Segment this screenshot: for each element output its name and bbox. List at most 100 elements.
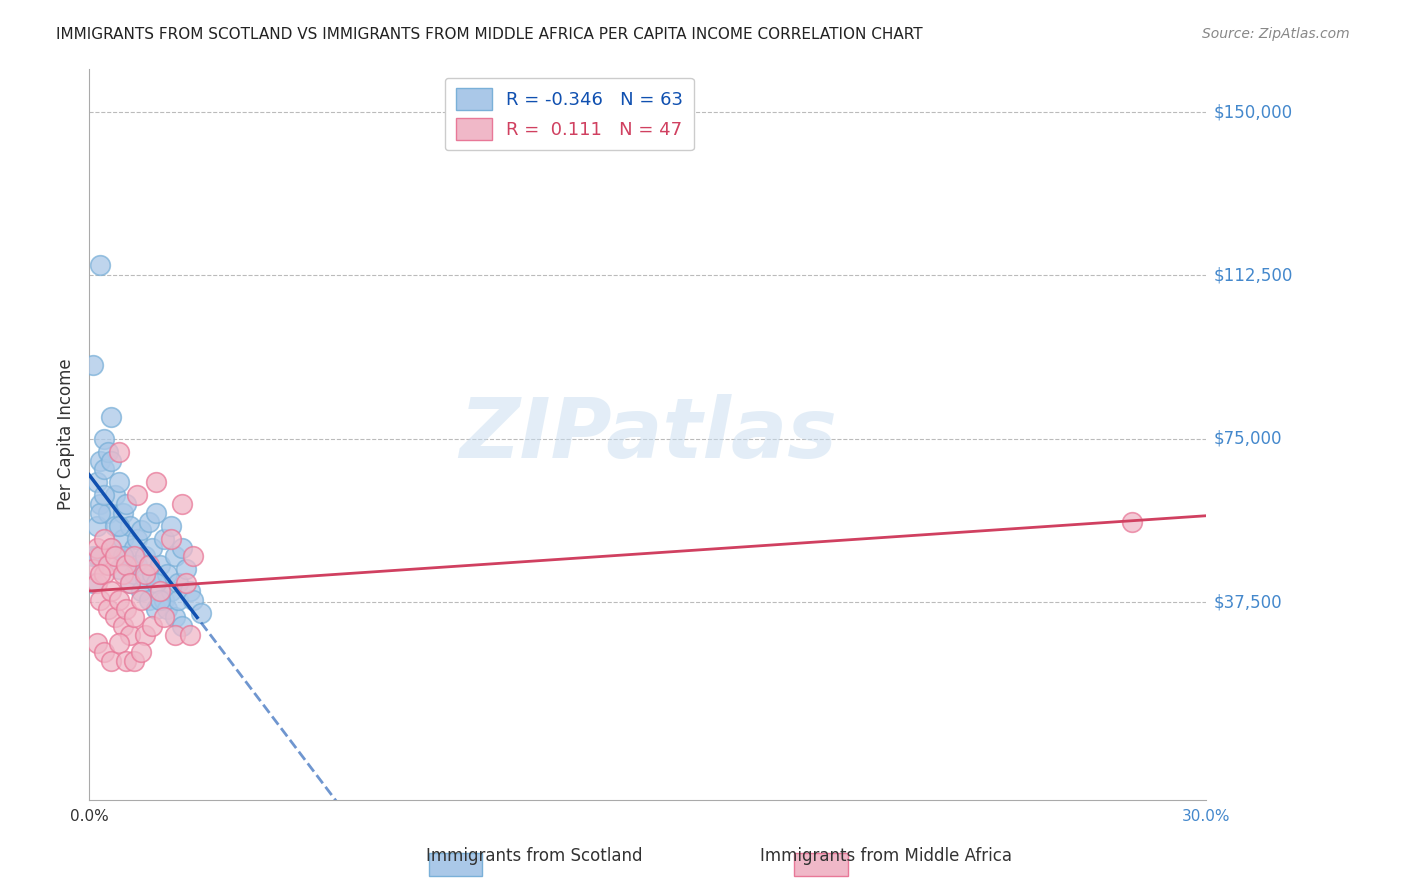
- Point: [122, 566, 145, 581]
- Point: [179, 584, 201, 599]
- Point: [167, 593, 190, 607]
- Point: [122, 549, 145, 564]
- Point: [86, 475, 108, 490]
- Point: [160, 584, 183, 599]
- Point: [108, 593, 131, 607]
- Point: [104, 549, 127, 564]
- Point: [149, 593, 172, 607]
- Point: [152, 610, 174, 624]
- Point: [89, 566, 111, 581]
- Point: [134, 571, 156, 585]
- Point: [129, 645, 152, 659]
- Text: IMMIGRANTS FROM SCOTLAND VS IMMIGRANTS FROM MIDDLE AFRICA PER CAPITA INCOME CORR: IMMIGRANTS FROM SCOTLAND VS IMMIGRANTS F…: [56, 27, 922, 42]
- Point: [172, 619, 194, 633]
- Legend: R = -0.346   N = 63, R =  0.111   N = 47: R = -0.346 N = 63, R = 0.111 N = 47: [444, 78, 695, 151]
- Point: [149, 584, 172, 599]
- Point: [89, 593, 111, 607]
- Text: $37,500: $37,500: [1213, 593, 1282, 611]
- Point: [89, 497, 111, 511]
- Point: [86, 519, 108, 533]
- Text: ZIPatlas: ZIPatlas: [458, 394, 837, 475]
- Point: [118, 519, 141, 533]
- Point: [108, 562, 131, 576]
- Point: [111, 532, 134, 546]
- Point: [115, 654, 138, 668]
- Point: [134, 628, 156, 642]
- Point: [163, 610, 186, 624]
- Point: [97, 558, 120, 573]
- Point: [97, 445, 120, 459]
- Point: [141, 566, 163, 581]
- Point: [100, 541, 122, 555]
- Point: [1121, 515, 1143, 529]
- Point: [138, 558, 160, 573]
- Point: [86, 575, 108, 590]
- Point: [93, 532, 115, 546]
- Point: [100, 453, 122, 467]
- Text: $112,500: $112,500: [1213, 267, 1292, 285]
- Point: [111, 619, 134, 633]
- Point: [89, 549, 111, 564]
- Point: [152, 593, 174, 607]
- Point: [93, 488, 115, 502]
- Point: [134, 566, 156, 581]
- Point: [174, 575, 197, 590]
- Point: [93, 462, 115, 476]
- Point: [82, 358, 104, 372]
- Point: [122, 541, 145, 555]
- Point: [122, 610, 145, 624]
- Point: [141, 619, 163, 633]
- Text: Source: ZipAtlas.com: Source: ZipAtlas.com: [1202, 27, 1350, 41]
- Point: [82, 562, 104, 576]
- Text: 30.0%: 30.0%: [1182, 809, 1230, 824]
- Point: [97, 506, 120, 520]
- Point: [108, 475, 131, 490]
- Text: Immigrants from Middle Africa: Immigrants from Middle Africa: [759, 847, 1012, 865]
- Point: [82, 575, 104, 590]
- Point: [118, 575, 141, 590]
- Point: [129, 523, 152, 537]
- Point: [190, 606, 212, 620]
- Y-axis label: Per Capita Income: Per Capita Income: [58, 359, 75, 510]
- Point: [111, 506, 134, 520]
- Point: [156, 601, 179, 615]
- Point: [100, 409, 122, 424]
- Point: [108, 519, 131, 533]
- Point: [115, 497, 138, 511]
- Point: [108, 636, 131, 650]
- Point: [149, 558, 172, 573]
- Point: [145, 575, 167, 590]
- Point: [97, 601, 120, 615]
- Point: [100, 541, 122, 555]
- Point: [145, 475, 167, 490]
- Point: [183, 549, 205, 564]
- Point: [179, 628, 201, 642]
- Text: $150,000: $150,000: [1213, 103, 1292, 121]
- Point: [183, 593, 205, 607]
- Point: [104, 519, 127, 533]
- Text: 0.0%: 0.0%: [70, 809, 108, 824]
- Point: [89, 506, 111, 520]
- Point: [138, 515, 160, 529]
- Point: [167, 575, 190, 590]
- Point: [104, 610, 127, 624]
- Point: [100, 654, 122, 668]
- Point: [122, 654, 145, 668]
- Text: Immigrants from Scotland: Immigrants from Scotland: [426, 847, 643, 865]
- Point: [118, 628, 141, 642]
- Point: [115, 549, 138, 564]
- Point: [115, 558, 138, 573]
- Point: [134, 549, 156, 564]
- Point: [129, 584, 152, 599]
- Point: [160, 532, 183, 546]
- Point: [145, 601, 167, 615]
- Point: [127, 558, 149, 573]
- Point: [86, 636, 108, 650]
- Point: [93, 432, 115, 446]
- Point: [152, 532, 174, 546]
- Point: [86, 549, 108, 564]
- Point: [86, 541, 108, 555]
- Point: [145, 506, 167, 520]
- Point: [89, 258, 111, 272]
- Point: [111, 566, 134, 581]
